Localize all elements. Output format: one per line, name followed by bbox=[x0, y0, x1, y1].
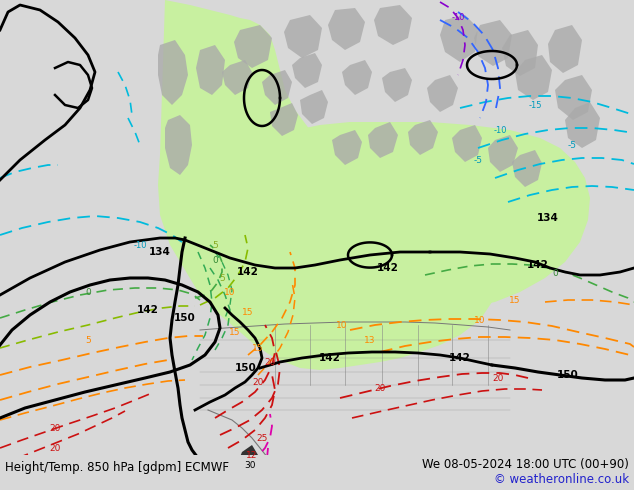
Text: 5: 5 bbox=[212, 241, 218, 249]
Polygon shape bbox=[165, 115, 192, 175]
Polygon shape bbox=[222, 60, 252, 95]
Text: 5: 5 bbox=[219, 273, 225, 283]
Text: 20: 20 bbox=[264, 358, 276, 367]
Text: © weatheronline.co.uk: © weatheronline.co.uk bbox=[494, 472, 629, 486]
Text: 10: 10 bbox=[474, 316, 486, 324]
Text: 142: 142 bbox=[237, 267, 259, 277]
Polygon shape bbox=[368, 122, 398, 158]
Text: 15: 15 bbox=[252, 343, 264, 352]
Text: 0: 0 bbox=[212, 255, 218, 265]
Polygon shape bbox=[565, 102, 600, 148]
Polygon shape bbox=[452, 125, 482, 162]
Text: 142: 142 bbox=[377, 263, 399, 273]
Text: -5: -5 bbox=[567, 141, 576, 149]
Polygon shape bbox=[158, 0, 560, 370]
Polygon shape bbox=[548, 25, 582, 73]
Polygon shape bbox=[300, 90, 328, 124]
Text: 0: 0 bbox=[552, 269, 558, 277]
Text: -10: -10 bbox=[451, 14, 465, 23]
Polygon shape bbox=[408, 120, 438, 155]
Text: 15: 15 bbox=[509, 295, 521, 304]
Text: 150: 150 bbox=[235, 363, 257, 373]
Polygon shape bbox=[502, 30, 538, 76]
Text: 13: 13 bbox=[365, 336, 376, 344]
Text: 20: 20 bbox=[49, 423, 61, 433]
Text: 5: 5 bbox=[85, 336, 91, 344]
Text: 15: 15 bbox=[230, 327, 241, 337]
Text: 150: 150 bbox=[557, 370, 579, 380]
Polygon shape bbox=[270, 122, 590, 315]
Polygon shape bbox=[488, 135, 518, 172]
Text: -10: -10 bbox=[133, 241, 146, 249]
Text: 10: 10 bbox=[224, 288, 236, 296]
Polygon shape bbox=[332, 130, 362, 165]
Polygon shape bbox=[158, 40, 188, 105]
Polygon shape bbox=[374, 5, 412, 45]
Text: -10: -10 bbox=[493, 125, 507, 134]
Polygon shape bbox=[262, 70, 292, 105]
Text: 142: 142 bbox=[137, 305, 159, 315]
Text: 134: 134 bbox=[149, 247, 171, 257]
Text: -15: -15 bbox=[528, 100, 541, 109]
Text: 150: 150 bbox=[174, 313, 196, 323]
Text: 15: 15 bbox=[242, 308, 254, 317]
Polygon shape bbox=[284, 15, 322, 58]
Text: 20: 20 bbox=[493, 373, 503, 383]
Polygon shape bbox=[328, 8, 365, 50]
Text: 20: 20 bbox=[49, 443, 61, 452]
Polygon shape bbox=[234, 25, 272, 68]
Polygon shape bbox=[515, 55, 552, 100]
Polygon shape bbox=[342, 60, 372, 95]
Polygon shape bbox=[270, 103, 298, 136]
Text: We 08-05-2024 18:00 UTC (00+90): We 08-05-2024 18:00 UTC (00+90) bbox=[422, 458, 629, 470]
Polygon shape bbox=[238, 445, 262, 482]
Polygon shape bbox=[292, 53, 322, 88]
Text: 30: 30 bbox=[244, 461, 256, 469]
Text: 10: 10 bbox=[336, 320, 348, 329]
Text: 25: 25 bbox=[256, 434, 268, 442]
Polygon shape bbox=[382, 68, 412, 102]
Text: 0: 0 bbox=[85, 288, 91, 296]
Text: 142: 142 bbox=[527, 260, 549, 270]
Text: 20: 20 bbox=[252, 377, 264, 387]
Polygon shape bbox=[474, 20, 512, 66]
Text: 134: 134 bbox=[537, 213, 559, 223]
Text: 12: 12 bbox=[247, 450, 257, 460]
Bar bbox=[0, 455, 634, 490]
Polygon shape bbox=[512, 150, 542, 187]
Text: Height/Temp. 850 hPa [gdpm] ECMWF: Height/Temp. 850 hPa [gdpm] ECMWF bbox=[5, 461, 229, 473]
Polygon shape bbox=[555, 75, 592, 120]
Text: 142: 142 bbox=[319, 353, 341, 363]
Polygon shape bbox=[440, 15, 478, 62]
Polygon shape bbox=[427, 75, 458, 112]
Text: 20: 20 bbox=[374, 384, 385, 392]
Polygon shape bbox=[196, 45, 225, 95]
Text: 142: 142 bbox=[449, 353, 471, 363]
Text: -5: -5 bbox=[474, 155, 482, 165]
